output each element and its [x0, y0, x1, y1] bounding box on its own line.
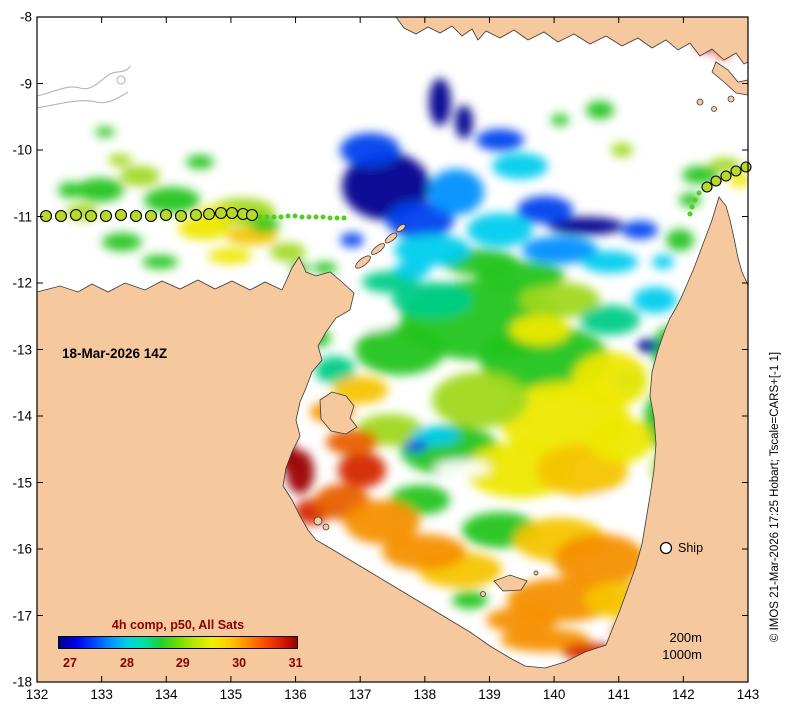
colorbar-tick-label: 31 — [288, 656, 303, 670]
x-tick-label: 138 — [413, 687, 437, 702]
small-island — [480, 591, 486, 597]
mornington-island — [493, 574, 528, 592]
x-tick-label: 133 — [90, 687, 113, 702]
x-tick-label: 132 — [25, 687, 49, 702]
colorbar-tick-label: 27 — [63, 656, 77, 670]
x-tick-label: 143 — [736, 687, 760, 702]
colorbar-tick-label: 29 — [175, 656, 190, 670]
ship-track-main — [39, 206, 259, 223]
ship-track-northeast-dots — [687, 190, 702, 217]
small-island — [533, 570, 539, 576]
y-tick-label: -9 — [19, 76, 32, 91]
x-tick-label: 134 — [155, 687, 178, 702]
australia-landmass — [36, 196, 749, 683]
colorbar-gradient — [58, 636, 298, 649]
y-tick-label: -15 — [12, 475, 32, 490]
copyright-attribution: © IMOS 21-Mar-2026 17:25 Hobart; Tscale=… — [769, 351, 781, 643]
y-tick-label: -12 — [12, 275, 32, 291]
y-tick-label: -14 — [12, 408, 32, 424]
colorbar-tick-label: 30 — [232, 656, 247, 670]
torres-island — [727, 95, 735, 103]
x-tick-label: 139 — [478, 687, 501, 702]
plot-border — [36, 16, 749, 683]
date-label: 18-Mar-2026 14Z — [62, 346, 168, 361]
torres-island — [696, 98, 704, 106]
y-tick-label: -17 — [12, 608, 32, 623]
ship-legend-icon — [659, 541, 673, 555]
depth-contours — [36, 65, 131, 109]
depth-contour-label-1000m: 1000m — [662, 647, 702, 662]
colorbar-title: 4h comp, p50, All Sats — [111, 618, 245, 632]
new-guinea-landmass — [395, 16, 749, 65]
x-tick-label: 140 — [542, 687, 566, 702]
land-masses — [36, 16, 749, 683]
wessel-island — [371, 243, 385, 255]
y-tick-label: -10 — [12, 142, 32, 158]
depth-contour-label-200m: 200m — [669, 630, 702, 645]
groote-eylandt-island — [319, 391, 358, 435]
pellew-island — [313, 516, 323, 526]
y-tick-label: -11 — [13, 209, 32, 224]
x-tick-label: 136 — [284, 687, 307, 702]
y-tick-label: -8 — [19, 9, 32, 25]
ship-legend-label: Ship — [678, 541, 704, 555]
x-tick-label: 137 — [348, 687, 372, 702]
y-tick-label: -18 — [12, 674, 32, 690]
x-tick-label: 142 — [672, 687, 695, 702]
y-tick-label: -16 — [12, 541, 32, 557]
wessel-island — [384, 232, 398, 244]
torres-island — [711, 106, 717, 112]
y-tick-label: -13 — [12, 342, 32, 357]
ship-track-northeast — [701, 161, 752, 193]
colorbar-tick-label: 28 — [120, 656, 134, 670]
wessel-island — [355, 255, 371, 269]
pellew-island — [322, 523, 330, 531]
x-tick-label: 141 — [607, 687, 630, 702]
ship-track-small-dots — [257, 213, 347, 221]
wessel-island — [396, 223, 406, 233]
x-tick-label: 135 — [219, 687, 243, 702]
